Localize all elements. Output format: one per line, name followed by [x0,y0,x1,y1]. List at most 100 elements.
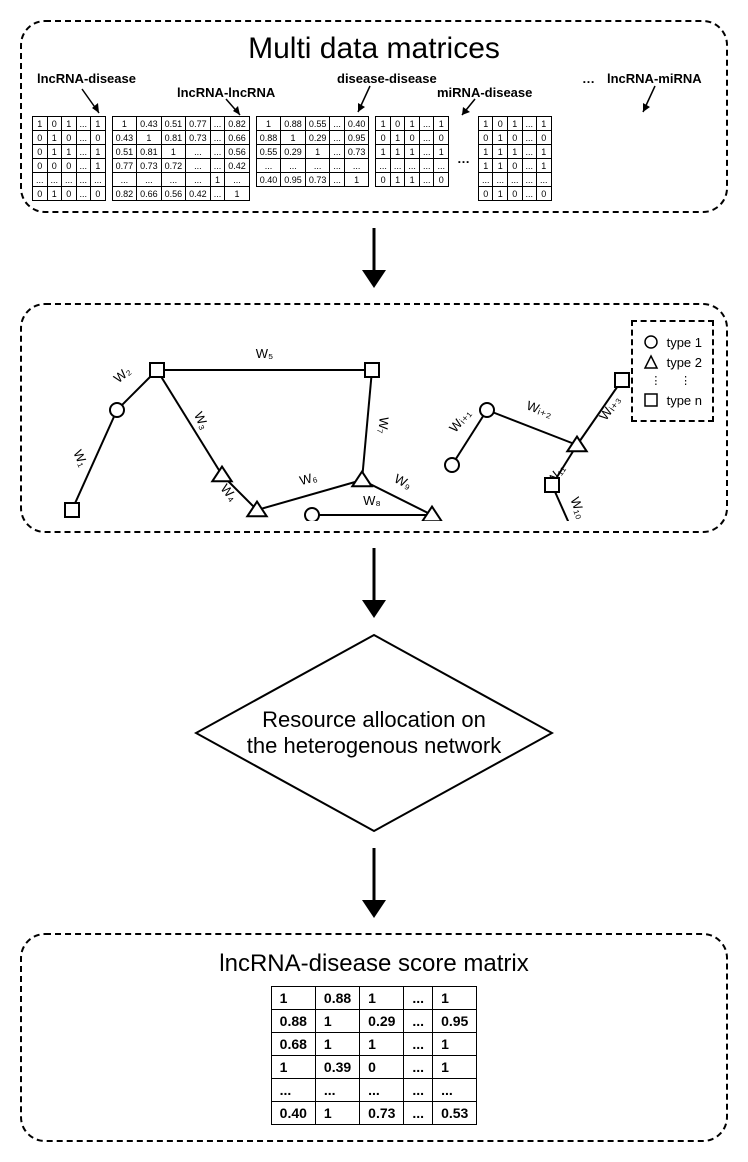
matrix-cell: ... [419,159,434,173]
matrix-cell: 0.73 [344,145,369,159]
network-node-square [150,363,164,377]
label-lnc-dis: lncRNA-disease [37,71,136,86]
matrix-cell: 0 [434,131,449,145]
matrix-cell: 0.73 [137,159,162,173]
matrix-cell: 0 [508,131,523,145]
matrix-cell: 0.40 [271,1102,315,1125]
network-graph: W₁W₂W₃W₄W₅W₆W₇W₈W₉W₁₀W₁₁Wᵢ₊₁Wᵢ₊₂Wᵢ₊₃ [32,315,716,521]
matrix-cell: 1 [376,145,391,159]
matrix-cell: 0.81 [137,145,162,159]
matrix-cell: 1 [433,1033,477,1056]
legend-label: type 2 [667,355,702,370]
matrix-cell: 1 [281,131,306,145]
network-edge [362,370,372,480]
matrix-cell: 1 [33,117,48,131]
matrix-cell: ... [33,173,48,187]
network-edge [487,410,577,445]
matrix-cell: 0.95 [433,1010,477,1033]
matrix-cell: ... [225,173,250,187]
matrix-cell: 1 [433,987,477,1010]
matrix-cell: 1 [271,1056,315,1079]
flow-arrow-1 [20,228,728,288]
matrix-cell: 0 [537,131,552,145]
matrix-cell: ... [419,117,434,131]
matrix-cell: 1 [137,131,162,145]
matrix-lnc-mir: 101...1010...0111...1110...1............… [478,116,552,201]
matrix-cell: 1 [508,117,523,131]
matrix-cell: ... [210,131,225,145]
network-edge [157,370,222,475]
matrix-cell: 0.40 [344,117,369,131]
matrix-row: 101...1010...0011...1000...1............… [32,116,716,201]
matrix-cell: 0.39 [315,1056,359,1079]
matrix-cell: 0 [91,131,106,145]
matrix-cell: ... [271,1079,315,1102]
matrix-cell: ... [305,159,330,173]
network-node-triangle [352,472,371,487]
matrix-cell: 0.55 [256,145,281,159]
matrix-ellipsis: … [455,151,472,166]
triangle-icon [643,354,659,370]
matrix-cell: 0.68 [271,1033,315,1056]
matrix-cell: ... [404,1102,433,1125]
matrix-cell: 0 [360,1056,404,1079]
matrix-cell: 1 [390,173,405,187]
matrix-cell: 1 [434,145,449,159]
matrix-cell: ... [91,173,106,187]
matrix-cell: ... [522,117,537,131]
matrix-cell: 1 [390,145,405,159]
matrix-cell: 0 [405,131,420,145]
matrix-cell: ... [76,187,91,201]
matrix-cell: 1 [360,1033,404,1056]
matrix-cell: 0 [508,187,523,201]
matrix-cell: ... [522,159,537,173]
matrix-cell: 0 [33,187,48,201]
matrix-cell: ... [493,173,508,187]
matrix-cell: 1 [360,987,404,1010]
matrix-cell: 1 [161,145,186,159]
matrix-cell: ... [186,173,211,187]
matrix-cell: 0 [62,159,77,173]
label-mir-dis: miRNA-disease [437,85,532,100]
matrix-cell: 1 [376,117,391,131]
matrix-cell: ... [404,1033,433,1056]
matrix-cell: 0 [33,159,48,173]
matrix-cell: ... [330,159,345,173]
label-dots: … [582,71,595,86]
matrix-cell: 1 [315,1102,359,1125]
matrix-cell: ... [404,1056,433,1079]
matrix-cell: ... [522,187,537,201]
matrix-cell: ... [330,173,345,187]
network-node-circle [305,508,319,521]
arrow-icon [457,97,482,119]
edge-weight-label: Wᵢ₊₁ [446,406,474,436]
matrix-cell: 1 [47,187,62,201]
matrix-cell: ... [344,159,369,173]
network-node-triangle [422,507,441,521]
resource-allocation-step: Resource allocation on the heterogenous … [20,633,728,833]
matrix-cell: 1 [112,117,137,131]
matrix-cell: 1 [405,145,420,159]
matrix-cell: 0 [478,187,493,201]
matrix-mir-dis: 101...1010...0111...1...............011.… [375,116,449,187]
matrix-cell: ... [360,1079,404,1102]
diamond-text: Resource allocation on the heterogenous … [244,707,504,760]
legend-typen: type n [643,392,702,408]
matrix-cell: 0.95 [281,173,306,187]
network-node-circle [480,403,494,417]
matrix-cell: ... [210,187,225,201]
matrix-cell: 0 [537,187,552,201]
matrix-cell: 1 [537,159,552,173]
edge-weight-label: W₂ [111,363,134,386]
matrix-cell: 1 [478,159,493,173]
matrix-cell: ... [434,159,449,173]
matrix-lnc-lnc: 10.430.510.77...0.820.4310.810.73...0.66… [112,116,250,201]
matrix-cell: 1 [478,145,493,159]
matrix-cell: 0.51 [161,117,186,131]
edge-weight-label: Wᵢ₊₃ [596,393,623,423]
matrix-cell: ... [210,159,225,173]
matrix-cell: 0 [434,173,449,187]
matrix-cell: 0 [508,159,523,173]
matrix-cell: 1 [47,145,62,159]
matrix-cell: 0.42 [186,187,211,201]
